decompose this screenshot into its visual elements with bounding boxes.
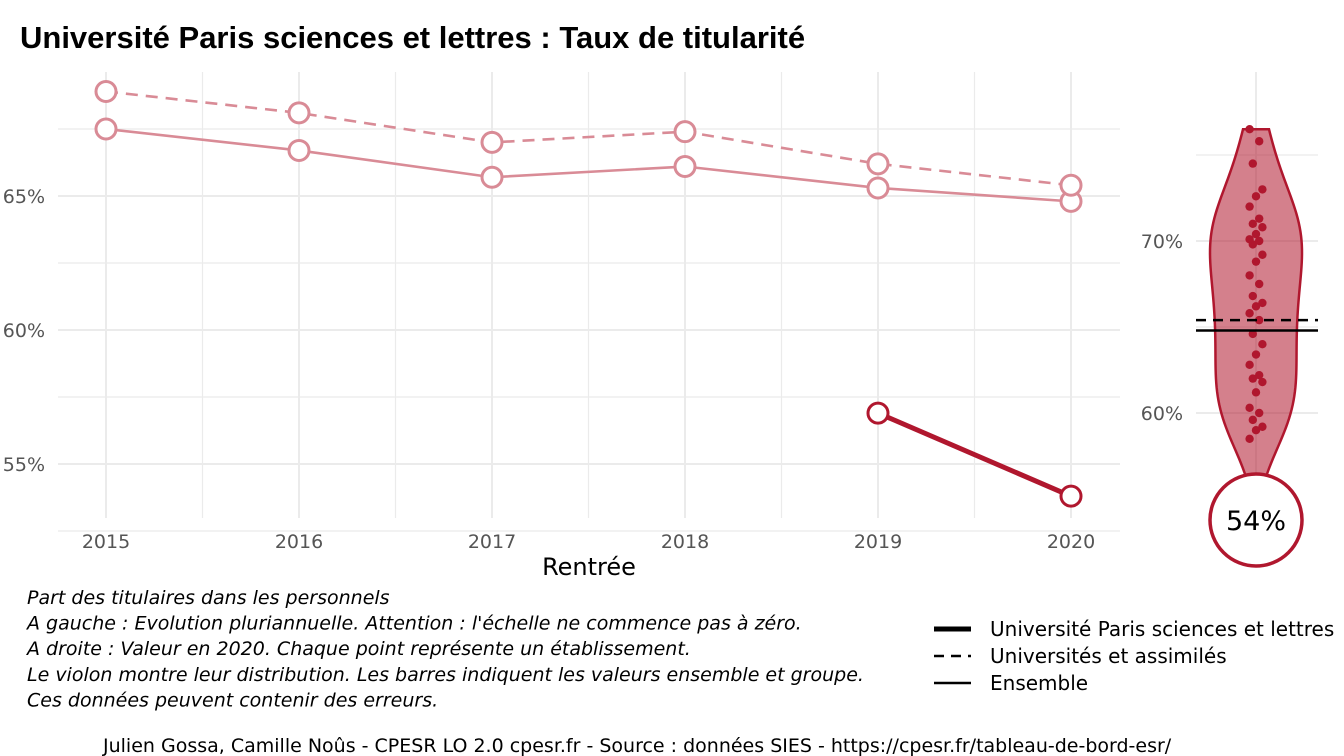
- establishment-point: [1258, 223, 1267, 232]
- establishment-point: [1251, 426, 1261, 435]
- notes-block: Part des titulaires dans les personnels A…: [25, 587, 864, 711]
- establishment-point: [1255, 408, 1264, 418]
- establishment-point: [1258, 377, 1267, 387]
- series-point: [94, 117, 118, 141]
- series-point: [866, 152, 890, 176]
- series-point: [673, 120, 697, 144]
- series-point: [480, 165, 504, 189]
- left-x-tick-labels: 2015 2016 2017 2018 2019 2020: [82, 531, 1095, 553]
- y-tick-label: 65%: [3, 186, 45, 208]
- left-y-tick-labels: 55% 60% 65%: [3, 186, 45, 476]
- establishment-point: [1255, 214, 1264, 223]
- establishment-point: [1245, 125, 1254, 134]
- note-line: Ces données peuvent contenir des erreurs…: [27, 689, 438, 711]
- legend: Université Paris sciences et lettres Univ…: [934, 617, 1334, 695]
- establishment-point: [1245, 202, 1254, 211]
- establishment-point: [1258, 250, 1267, 259]
- establishment-point: [1251, 192, 1261, 201]
- x-tick-label: 2017: [468, 531, 516, 553]
- establishment-point: [1255, 236, 1264, 246]
- series-point: [866, 401, 890, 425]
- series-point: [480, 130, 504, 154]
- x-tick-label: 2015: [82, 531, 130, 553]
- establishment-point: [1251, 302, 1261, 311]
- establishment-point: [1255, 315, 1264, 325]
- note-line: Part des titulaires dans les personnels: [27, 587, 390, 609]
- x-tick-label: 2018: [661, 531, 709, 553]
- establishment-point: [1245, 403, 1254, 413]
- establishment-point: [1255, 370, 1264, 380]
- right-y-tick-labels: 60% 70%: [1141, 231, 1183, 425]
- y-tick-label: 55%: [3, 454, 45, 476]
- violin-panel: 54%: [1196, 125, 1318, 568]
- left-panel-series: [94, 79, 1083, 508]
- x-tick-label: 2019: [854, 531, 902, 553]
- series-line: [105, 90, 1072, 187]
- source-caption: Julien Gossa, Camille Noûs - CPESR LO 2.…: [102, 735, 1172, 756]
- series-point: [1059, 484, 1083, 508]
- value-marker: [1208, 472, 1304, 568]
- series-point: [94, 79, 118, 103]
- establishment-point: [1245, 235, 1254, 244]
- series-line: [105, 127, 1072, 203]
- note-line: Le violon montre leur distribution. Les …: [27, 664, 864, 686]
- establishment-point: [1258, 422, 1267, 431]
- establishment-point: [1248, 374, 1258, 383]
- establishment-point: [1251, 350, 1261, 359]
- establishment-point: [1248, 159, 1258, 168]
- establishment-point: [1255, 137, 1264, 146]
- legend-label: Ensemble: [990, 671, 1088, 695]
- establishment-point: [1258, 298, 1267, 308]
- series-line: [877, 410, 1072, 499]
- legend-label: Universités et assimilés: [990, 644, 1227, 668]
- establishment-point: [1245, 271, 1254, 280]
- x-axis-title: Rentrée: [542, 553, 636, 581]
- series-point: [1059, 173, 1083, 197]
- note-line: A droite : Valeur en 2020. Chaque point …: [25, 638, 691, 660]
- legend-label: Université Paris sciences et lettres: [990, 617, 1334, 641]
- series-point: [866, 176, 890, 200]
- note-line: A gauche : Evolution pluriannuelle. Atte…: [25, 613, 802, 635]
- y-tick-label: 60%: [1141, 403, 1183, 425]
- establishment-point: [1248, 291, 1258, 301]
- establishment-point: [1248, 329, 1258, 339]
- establishment-point: [1248, 219, 1258, 228]
- series-point: [673, 155, 697, 179]
- establishment-point: [1251, 229, 1261, 239]
- establishment-point: [1251, 257, 1261, 266]
- establishment-point: [1245, 360, 1254, 370]
- value-marker-label: 54%: [1226, 506, 1286, 537]
- establishment-point: [1258, 185, 1267, 194]
- y-tick-label: 60%: [3, 320, 45, 342]
- series-point: [287, 138, 311, 162]
- establishment-point: [1251, 388, 1261, 397]
- establishment-point: [1258, 340, 1267, 349]
- chart-title: Université Paris sciences et lettres : T…: [20, 20, 805, 55]
- establishment-point: [1248, 415, 1258, 425]
- y-tick-label: 70%: [1141, 231, 1183, 253]
- establishment-point: [1255, 279, 1264, 289]
- x-tick-label: 2020: [1047, 531, 1095, 553]
- establishment-point: [1245, 309, 1254, 318]
- establishment-point: [1245, 434, 1254, 443]
- series-point: [287, 101, 311, 125]
- x-tick-label: 2016: [275, 531, 323, 553]
